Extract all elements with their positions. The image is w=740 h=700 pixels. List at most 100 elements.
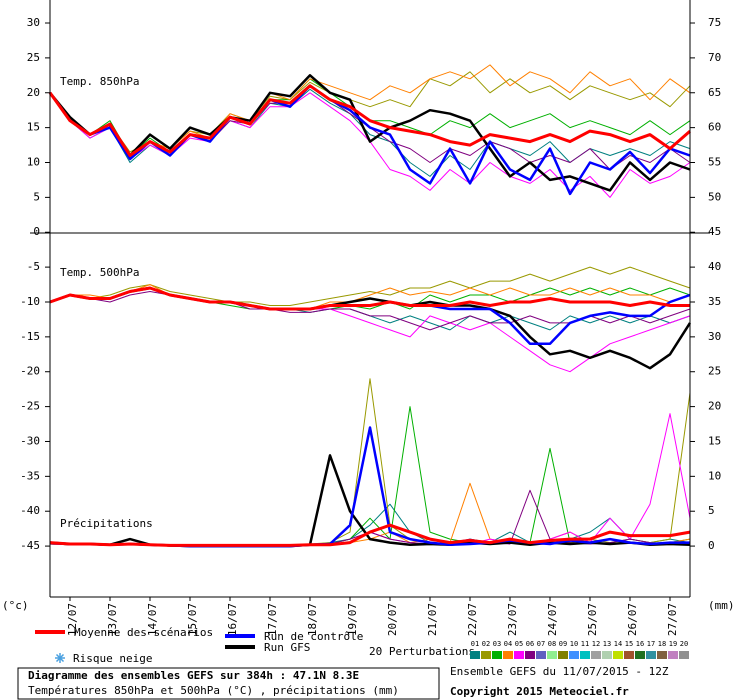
perturbation-label: 07	[537, 640, 545, 648]
y-tick-label: 15	[27, 121, 40, 134]
perturbation-label: 06	[526, 640, 534, 648]
perturbation-swatch	[470, 651, 480, 659]
y-tick-label: -15	[20, 330, 40, 343]
perturbation-swatch	[679, 651, 689, 659]
y-tick-label: 25	[27, 51, 40, 64]
perturbation-label: 20	[680, 640, 688, 648]
legend-label: Run GFS	[264, 641, 310, 654]
perturbation-label: 19	[669, 640, 677, 648]
perturbation-swatch	[525, 651, 535, 659]
snow-icon	[55, 653, 65, 663]
y2-tick-label: 35	[708, 295, 721, 308]
panel-label: Temp. 850hPa	[60, 75, 139, 88]
run-info: Ensemble GEFS du 11/07/2015 - 12Z	[450, 665, 669, 678]
x-tick-label: 27/07	[666, 603, 679, 636]
y-tick-label: 0	[33, 225, 40, 238]
perturbation-label: 02	[482, 640, 490, 648]
legend-label: Run de contrôle	[264, 630, 363, 643]
chart-title: Diagramme des ensembles GEFS sur 384h : …	[28, 669, 359, 682]
x-tick-label: 24/07	[546, 603, 559, 636]
y2-tick-label: 75	[708, 16, 721, 29]
y-tick-label: 30	[27, 16, 40, 29]
perturbation-swatch	[646, 651, 656, 659]
x-tick-label: 25/07	[586, 603, 599, 636]
plot-area	[48, 64, 692, 548]
perturbation-label: 09	[559, 640, 567, 648]
y-tick-label: -40	[20, 504, 40, 517]
y-tick-label: -10	[20, 295, 40, 308]
perturbation-label: 14	[614, 640, 622, 648]
y2-tick-label: 60	[708, 121, 721, 134]
snow-label: Risque neige	[73, 652, 152, 665]
x-tick-label: 20/07	[386, 603, 399, 636]
y2-tick-label: 10	[708, 469, 721, 482]
perturbation-label: 13	[603, 640, 611, 648]
x-tick-label: 14/07	[146, 603, 159, 636]
perturbation-label: 01	[471, 640, 479, 648]
x-tick-label: 12/07	[66, 603, 79, 636]
y-tick-label: 20	[27, 86, 40, 99]
y2-tick-label: 25	[708, 365, 721, 378]
perturbation-swatch	[602, 651, 612, 659]
title-box	[17, 667, 440, 700]
y-tick-label: -20	[20, 365, 40, 378]
y2-unit: (mm)	[708, 599, 735, 612]
y2-tick-label: 55	[708, 156, 721, 169]
x-tick-label: 22/07	[466, 603, 479, 636]
y-unit: (°c)	[2, 599, 29, 612]
y-tick-label: 10	[27, 156, 40, 169]
perturbation-swatch	[580, 651, 590, 659]
y2-tick-label: 65	[708, 86, 721, 99]
x-tick-label: 21/07	[426, 603, 439, 636]
perturbation-swatch	[635, 651, 645, 659]
y2-tick-label: 0	[708, 539, 715, 552]
perturbation-line	[49, 284, 691, 310]
y2-tick-label: 40	[708, 260, 721, 273]
perturbation-swatch	[569, 651, 579, 659]
series-line	[48, 84, 691, 157]
x-tick-label: 18/07	[306, 603, 319, 636]
x-tick-label: 19/07	[346, 603, 359, 636]
perturbation-label: 17	[647, 640, 655, 648]
perturbation-label: 10	[570, 640, 578, 648]
panel-label: Temp. 500hPa	[60, 266, 139, 279]
legend-label: Moyenne des scénarios	[74, 626, 213, 639]
perturbation-swatch	[503, 651, 513, 659]
y-tick-label: -35	[20, 469, 40, 482]
perturbation-swatch	[558, 651, 568, 659]
perturbations-title: 20 Perturbations	[369, 645, 475, 658]
x-tick-label: 17/07	[266, 603, 279, 636]
perturbation-label: 15	[625, 640, 633, 648]
perturbation-label: 04	[504, 640, 512, 648]
x-tick-label: 23/07	[506, 603, 519, 636]
y2-tick-label: 15	[708, 434, 721, 447]
perturbation-label: 08	[548, 640, 556, 648]
series-line	[49, 74, 691, 192]
perturbation-label: 16	[636, 640, 644, 648]
y-tick-label: -5	[27, 260, 40, 273]
x-tick-label: 26/07	[626, 603, 639, 636]
perturbation-swatch	[547, 651, 557, 659]
series-line	[49, 286, 690, 311]
perturbation-label: 18	[658, 640, 666, 648]
perturbation-swatch	[591, 651, 601, 659]
y-tick-label: 5	[33, 190, 40, 203]
chart-subtitle: Températures 850hPa et 500hPa (°C) , pré…	[28, 684, 399, 697]
perturbation-swatch	[624, 651, 634, 659]
perturbation-line	[49, 266, 691, 306]
perturbation-swatch	[514, 651, 524, 659]
perturbation-swatch	[668, 651, 678, 659]
copyright: Copyright 2015 Meteociel.fr	[450, 685, 629, 698]
perturbation-label: 05	[515, 640, 523, 648]
y-tick-label: -45	[20, 539, 40, 552]
perturbation-swatch	[492, 651, 502, 659]
perturbation-label: 03	[493, 640, 501, 648]
y2-tick-label: 45	[708, 225, 721, 238]
perturbation-label: 12	[592, 640, 600, 648]
perturbation-swatch	[536, 651, 546, 659]
x-tick-label: 15/07	[186, 603, 199, 636]
y2-tick-label: 50	[708, 190, 721, 203]
y2-tick-label: 20	[708, 400, 721, 413]
